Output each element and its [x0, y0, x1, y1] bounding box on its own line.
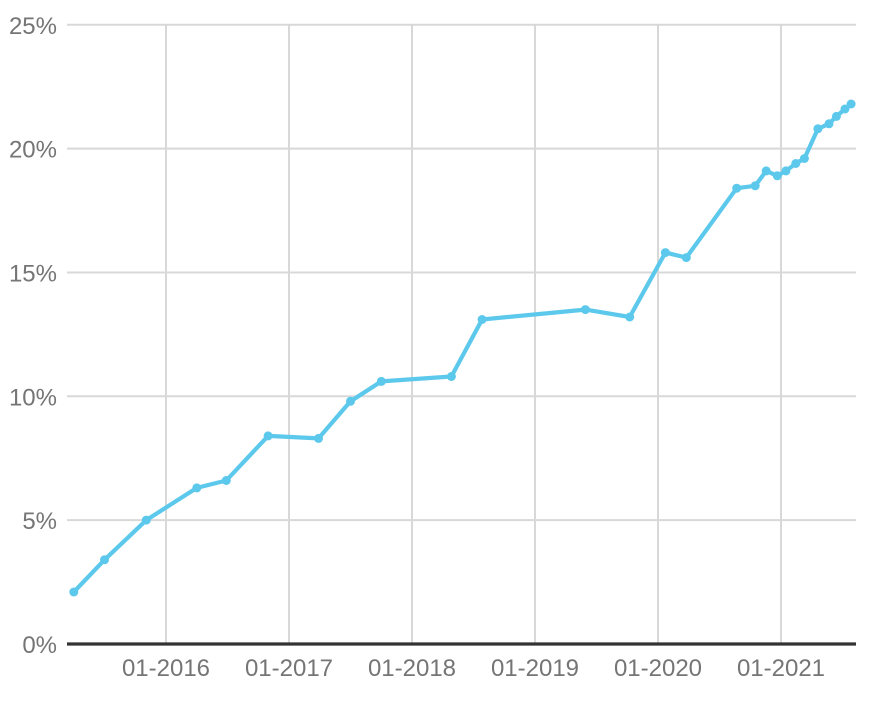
data-point[interactable] — [813, 124, 823, 134]
data-point[interactable] — [69, 587, 79, 597]
y-tick-label: 0% — [22, 632, 57, 659]
data-point[interactable] — [580, 305, 590, 315]
data-point[interactable] — [824, 119, 834, 129]
data-point[interactable] — [660, 248, 670, 258]
data-point[interactable] — [831, 111, 841, 121]
data-point[interactable] — [750, 181, 760, 191]
x-tick-label: 01-2019 — [491, 655, 579, 682]
data-point[interactable] — [840, 104, 850, 114]
x-tick-label: 01-2021 — [737, 655, 825, 682]
y-tick-label: 25% — [9, 13, 57, 40]
y-tick-label: 15% — [9, 260, 57, 287]
trend-line — [71, 101, 854, 595]
x-tick-label: 01-2018 — [368, 655, 456, 682]
data-point[interactable] — [799, 154, 809, 163]
data-point[interactable] — [681, 253, 691, 263]
y-tick-label: 20% — [9, 137, 57, 164]
data-point[interactable] — [446, 372, 456, 381]
data-point[interactable] — [732, 183, 742, 193]
x-tick-label: 01-2020 — [614, 655, 702, 682]
x-tick-label: 01-2016 — [122, 655, 210, 682]
data-point[interactable] — [625, 312, 635, 322]
x-tick-label: 01-2017 — [245, 655, 333, 682]
data-point[interactable] — [346, 396, 355, 406]
data-point[interactable] — [477, 315, 487, 324]
data-point[interactable] — [761, 166, 771, 176]
data-point[interactable] — [141, 515, 151, 525]
data-point[interactable] — [263, 431, 273, 441]
data-point[interactable] — [192, 483, 202, 493]
data-point[interactable] — [772, 171, 782, 181]
data-point[interactable] — [781, 166, 791, 176]
data-point[interactable] — [221, 476, 231, 485]
data-point[interactable] — [791, 159, 801, 168]
y-tick-label: 10% — [9, 384, 57, 411]
data-point[interactable] — [100, 555, 109, 565]
data-point[interactable] — [314, 433, 323, 443]
data-point[interactable] — [376, 376, 386, 386]
y-tick-label: 5% — [22, 508, 57, 535]
data-point[interactable] — [846, 99, 856, 109]
